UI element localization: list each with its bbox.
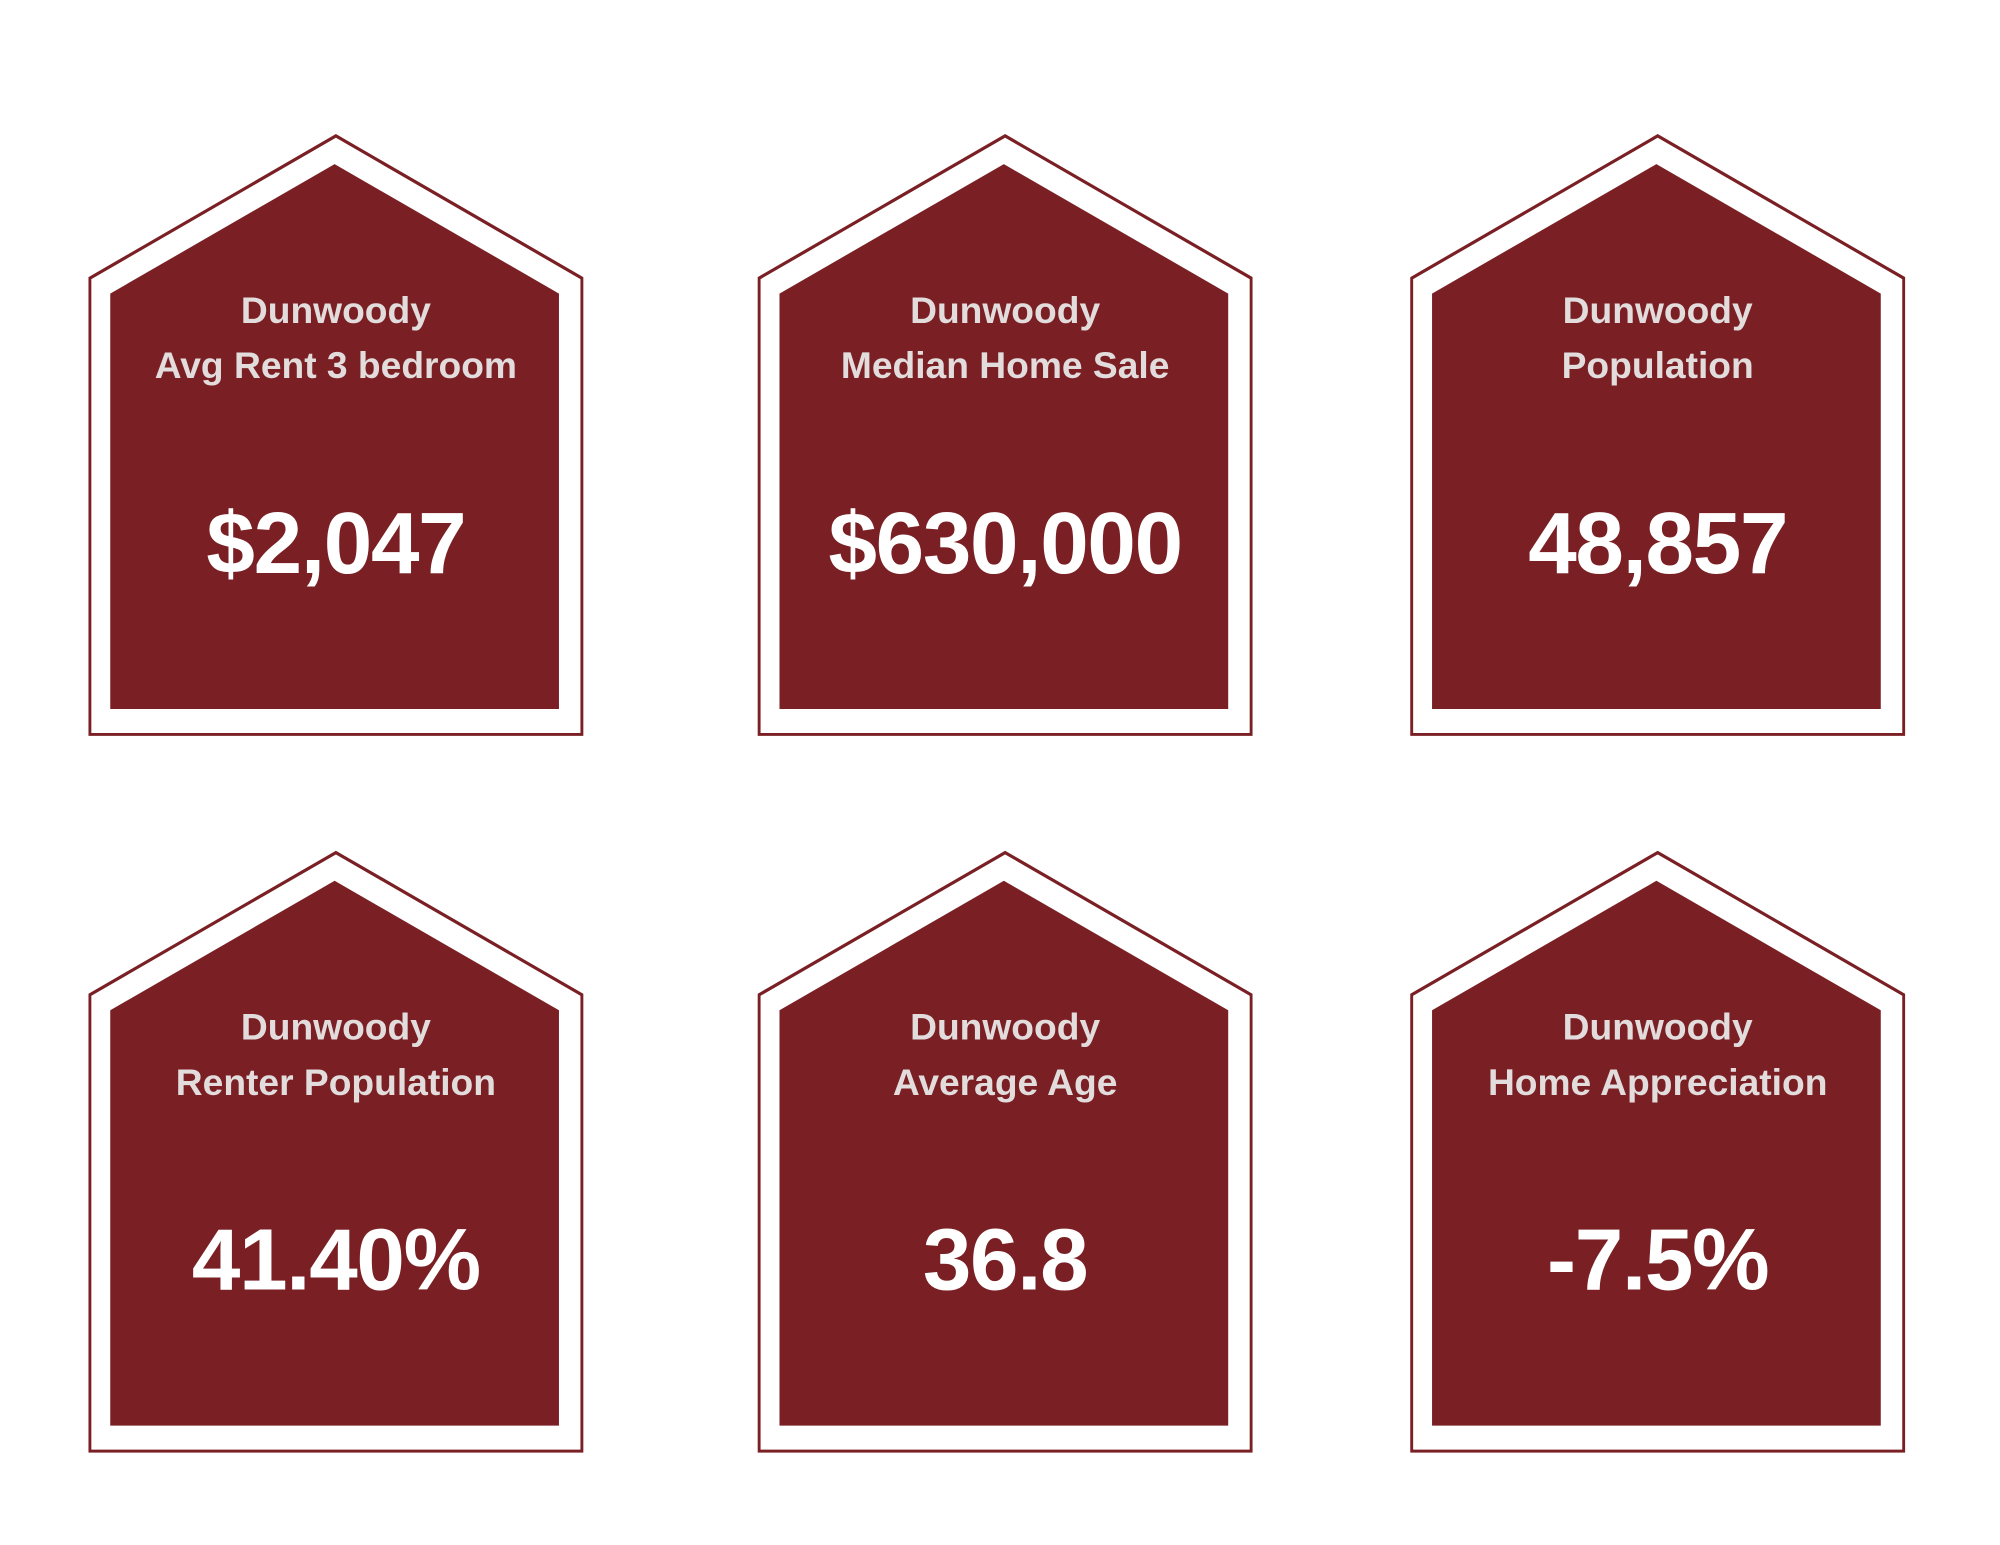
card-city: Dunwoody [910,291,1101,333]
card-value: -7.5% [1547,1211,1770,1309]
card-city: Dunwoody [910,1007,1101,1049]
card-value: $630,000 [828,494,1183,593]
card-city: Dunwoody [240,1007,431,1049]
house-fill [1432,164,1881,709]
card-title: Dunwoody Avg Rent 3 bedroom [88,285,583,395]
stat-card-population: Dunwoody Population 48,857 [1410,133,1906,736]
house-shape-icon [1410,134,1906,736]
house-fill [779,164,1229,709]
card-value: 48,857 [1528,494,1788,593]
house-shape-icon [757,850,1253,1453]
house-shape-icon [1410,850,1906,1453]
card-title: Dunwoody Renter Population [88,1001,583,1111]
card-label: Average Age [892,1062,1118,1104]
card-title: Dunwoody Average Age [758,1001,1253,1111]
card-title: Dunwoody Population [1410,285,1905,395]
card-title: Dunwoody Median Home Sale [758,285,1253,395]
card-label: Renter Population [175,1062,496,1104]
card-value: 41.40% [191,1211,481,1309]
house-shape-icon [88,134,584,736]
stat-card-avg-rent: Dunwoody Avg Rent 3 bedroom $2,047 [88,133,584,736]
card-value: $2,047 [206,494,466,593]
house-shape-icon [757,134,1253,736]
house-shape-icon [88,850,584,1453]
card-label: Home Appreciation [1487,1062,1828,1104]
stat-card-renter-population: Dunwoody Renter Population 41.40% [88,850,584,1453]
card-label: Avg Rent 3 bedroom [154,346,517,388]
card-value: 36.8 [922,1211,1089,1309]
house-fill [110,164,559,709]
stat-card-average-age: Dunwoody Average Age 36.8 [757,850,1253,1453]
house-fill [779,880,1229,1426]
card-city: Dunwoody [1562,291,1753,333]
card-label: Population [1561,346,1754,388]
card-title: Dunwoody Home Appreciation [1410,1001,1905,1111]
stat-card-median-home-sale: Dunwoody Median Home Sale $630,000 [757,133,1253,736]
card-label: Median Home Sale [840,346,1170,388]
house-fill [110,880,559,1426]
stat-card-home-appreciation: Dunwoody Home Appreciation -7.5% [1410,850,1906,1453]
card-city: Dunwoody [240,291,431,333]
card-city: Dunwoody [1562,1007,1753,1049]
house-fill [1432,880,1881,1426]
